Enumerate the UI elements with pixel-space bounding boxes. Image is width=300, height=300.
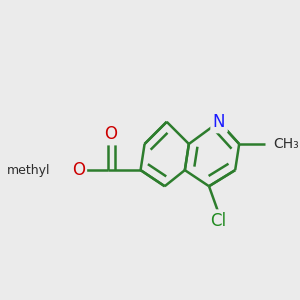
Text: O: O [72,161,85,179]
Text: N: N [213,113,225,131]
Text: methyl: methyl [7,164,50,177]
Text: O: O [104,125,117,143]
Text: CH₃: CH₃ [273,137,299,151]
Text: Cl: Cl [210,212,226,230]
